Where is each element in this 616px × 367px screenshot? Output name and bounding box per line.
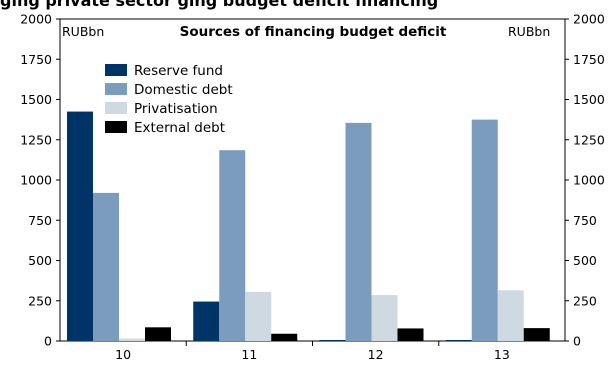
right-tick-label: 1500 (573, 92, 605, 107)
right-tick-label: 0 (573, 334, 581, 349)
clipped-page-title: ging private sector ging budget deficit … (0, 0, 439, 10)
x-axis: 10 11 12 13 (115, 341, 510, 362)
right-tick-label: 750 (573, 213, 597, 228)
left-tick-label: 750 (28, 213, 52, 228)
x-tick-label: 13 (494, 347, 510, 362)
right-tick-label: 1000 (573, 173, 605, 188)
x-tick-label: 11 (241, 347, 257, 362)
left-unit-label: RUBbn (62, 24, 104, 39)
bar-privatisation (245, 291, 272, 341)
bar-reserve-fund (67, 111, 93, 341)
legend-swatch (105, 83, 127, 95)
left-tick-label: 0 (44, 334, 52, 349)
bars-layer (67, 111, 550, 341)
legend-label: Privatisation (134, 101, 218, 117)
bar-reserve-fund (445, 340, 472, 341)
right-tick-label: 500 (573, 253, 597, 268)
right-unit-label: RUBbn (508, 24, 550, 39)
legend: Reserve fund Domestic debt Privatisation Ex… (105, 63, 233, 136)
right-tick-label: 1750 (573, 52, 605, 67)
bar-external-debt (397, 328, 424, 341)
x-tick-label: 10 (115, 347, 131, 362)
legend-swatch (105, 102, 127, 114)
bar-reserve-fund (193, 301, 220, 341)
right-axis: 0 250 500 750 1000 1250 1500 1750 2000 (565, 12, 605, 349)
right-tick-label: 250 (573, 293, 597, 308)
legend-label: Reserve fund (134, 63, 223, 79)
left-tick-label: 1000 (20, 173, 52, 188)
left-tick-label: 500 (28, 253, 52, 268)
bar-privatisation (119, 338, 145, 341)
bar-domestic-debt (345, 122, 372, 341)
legend-label: Domestic debt (134, 82, 233, 98)
bar-external-debt (523, 328, 550, 341)
bar-domestic-debt (93, 192, 119, 341)
bar-domestic-debt (219, 150, 246, 341)
right-tick-label: 2000 (573, 12, 605, 27)
bar-privatisation (497, 290, 524, 341)
left-axis: 0 250 500 750 1000 1250 1500 1750 2000 (20, 12, 60, 349)
bar-external-debt (271, 333, 298, 341)
bar-external-debt (145, 327, 171, 341)
left-tick-label: 1750 (20, 52, 52, 67)
left-tick-label: 1500 (20, 92, 52, 107)
legend-label: External debt (134, 120, 225, 136)
bar-reserve-fund (319, 340, 346, 341)
right-tick-label: 1250 (573, 132, 605, 147)
legend-swatch (105, 64, 127, 76)
bar-domestic-debt (471, 119, 498, 341)
x-tick-label: 12 (368, 347, 384, 362)
left-tick-label: 1250 (20, 132, 52, 147)
chart-title: Sources of financing budget deficit (180, 24, 447, 40)
bar-privatisation (371, 295, 398, 341)
left-tick-label: 250 (28, 293, 52, 308)
legend-swatch (105, 121, 127, 133)
left-tick-label: 2000 (20, 12, 52, 27)
